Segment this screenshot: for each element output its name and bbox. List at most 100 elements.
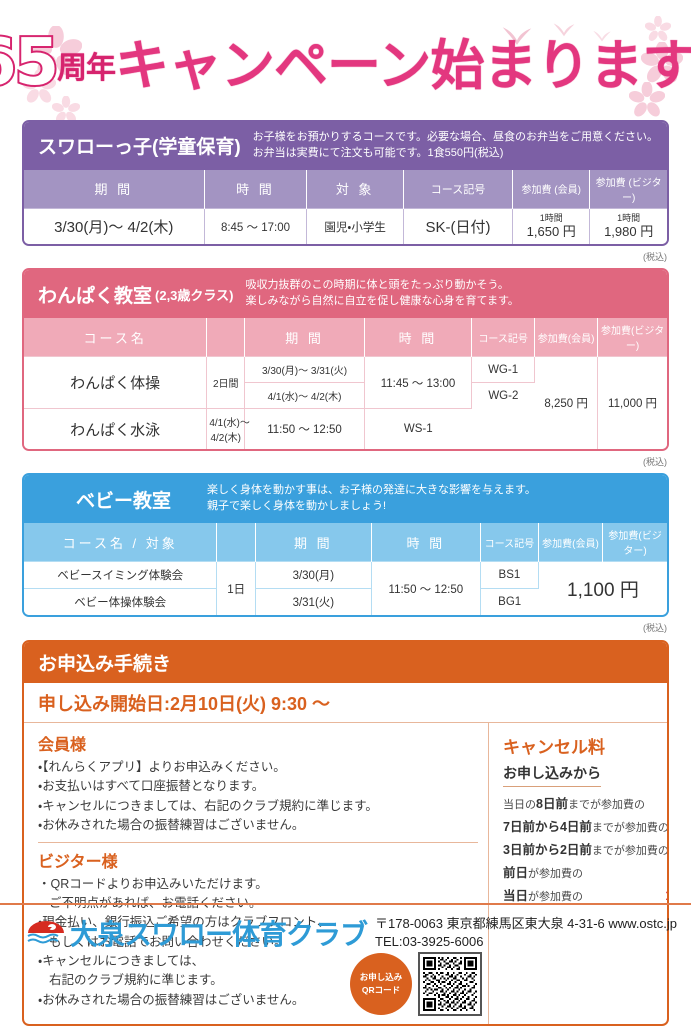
qr-badge-line2: QRコード <box>361 985 401 996</box>
club-address: 〒178-0063 東京都練馬区東大泉 4-31-6 www.ostc.jp <box>375 916 677 932</box>
col-code: コース記号 <box>480 523 539 562</box>
cell-course-name: ベビー体操体験会 <box>24 588 218 616</box>
col-code: コース記号 <box>403 169 514 209</box>
cell-time: 8:45 〜 17:00 <box>204 207 308 245</box>
card-description: お子様をお預かりするコースです。必要な場合、昼食のお弁当をご用意ください。 お弁… <box>251 122 667 170</box>
label-post: が参加費の <box>528 868 584 881</box>
list-item: もしくはお電話でお問い合わせください。 <box>38 933 478 952</box>
qr-code-icon[interactable] <box>418 952 482 1017</box>
col-period: 期 間 <box>24 169 205 209</box>
label-strong: 7日前から4日前 <box>503 820 592 835</box>
col-course-name: コース名 / 対象 <box>24 523 218 562</box>
col-visitor-fee: 参加費(ビジター) <box>597 318 667 357</box>
col-time: 時 間 <box>364 318 473 357</box>
cell-time: 11:50 〜 12:50 <box>244 408 365 450</box>
label-post: までが参加費の <box>591 822 669 835</box>
desc-line: 楽しみながら自然に自立を促し健康な心身を育てます。 <box>245 295 519 308</box>
cell-period: 4/1(水)〜 4/2(木) <box>244 382 365 409</box>
application-section: お申込み手続き 申し込み開始日:2月10日(火) 9:30 〜 会員様 ・【れん… <box>22 640 669 1026</box>
list-item: ・現金払い、銀行振込ご希望の方はクラブフロント、 <box>38 915 330 930</box>
cancellation-row: 前日が参加費の 90% <box>503 861 667 884</box>
cell-code: BG1 <box>480 588 539 616</box>
cancellation-subtitle: お申し込みから <box>503 763 601 788</box>
label-post: までが参加費の <box>591 845 669 858</box>
cancellation-label: 当日の8日前までが参加費の <box>503 794 667 815</box>
cell-member-fee: 8,250 円 <box>534 356 599 450</box>
desc-line: 親子で楽しく身体を動かしましょう! <box>207 500 387 513</box>
label-strong: 当日 <box>503 889 529 904</box>
table-header-row: 期 間 時 間 対 象 コース記号 参加費 (会員) 参加費 (ビジター) <box>24 169 667 209</box>
footer: 大泉スワロー体育クラブ 〒178-0063 東京都練馬区東大泉 4-31-6 w… <box>0 903 691 959</box>
col-days <box>216 523 256 562</box>
visitor-group-title: ビジター様 <box>38 853 118 871</box>
list-item: ・QRコードよりお申込みいただけます。 <box>38 876 268 891</box>
label-pre: 当日の <box>503 799 536 812</box>
table-row: わんぱく体操 2日間 3/30(月)〜 3/31(火) 11:45 〜 13:0… <box>24 356 667 450</box>
cell-period: 3/30(月) <box>255 561 372 589</box>
cell-period: 3/31(火) <box>255 588 372 616</box>
member-unit: 1時間 <box>539 212 563 223</box>
sakura-blossom-icon <box>22 70 56 104</box>
cancellation-label: 3日前から2日前までが参加費の <box>503 840 669 861</box>
table-header-row: コース名 期 間 時 間 コース記号 参加費(会員) 参加費(ビジター) <box>24 318 667 357</box>
bird-swallow-icon <box>592 28 612 48</box>
course-table-baby: コース名 / 対象 期 間 時 間 コース記号 参加費(会員) 参加費(ビジター… <box>24 523 667 616</box>
sakura-blossom-icon <box>629 82 665 118</box>
table-row: わんぱく水泳 4/1(水)〜 4/2(木) 11:50 〜 12:50 WS-1 <box>24 408 667 450</box>
cell-course-name: わんぱく水泳 <box>24 408 208 450</box>
page-title: 65周年キャンペーン始まります! <box>0 21 691 102</box>
table-row: 4/1(水)〜 4/2(木) WG-2 <box>24 382 667 409</box>
desc-line: お弁当は実費にて注文も可能です。1食550円(税込) <box>252 146 504 159</box>
cell-code: BS1 <box>480 561 539 589</box>
cell-visitor-fee: 1時間 1,980 円 <box>589 207 667 245</box>
qr-badge: お申し込み QRコード <box>350 953 412 1016</box>
hero-header: 65周年キャンペーン始まります! <box>0 0 691 120</box>
hero-suffix: 周年 <box>57 50 116 86</box>
col-time: 時 間 <box>371 523 482 562</box>
cell-course-name: わんぱく体操 <box>24 356 208 409</box>
table-header-row: コース名 / 対象 期 間 時 間 コース記号 参加費(会員) 参加費(ビジター… <box>24 523 667 562</box>
club-name: 大泉スワロー体育クラブ <box>70 919 368 950</box>
card-title: ベビー教室 <box>76 490 172 512</box>
list-item: ・お支払いはすべて口座振替となります。 <box>38 779 265 794</box>
cancellation-title: キャンセル料 <box>503 738 605 758</box>
col-code: コース記号 <box>471 318 536 357</box>
visitor-unit: 1時間 <box>617 212 641 223</box>
cancellation-percent: 100% <box>665 884 667 907</box>
card-description: 楽しく身体を動かす事は、お子様の発達に大きな影響を与えます。 親子で楽しく身体を… <box>205 475 667 523</box>
col-visitor-fee: 参加費(ビジター) <box>602 523 667 562</box>
col-course-name: コース名 <box>24 318 208 357</box>
application-body: 会員様 ・【れんらくアプリ】よりお申込みください。 ・お支払いはすべて口座振替と… <box>24 723 669 1025</box>
sakura-blossom-icon <box>645 16 671 42</box>
card-header: ベビー教室 楽しく身体を動かす事は、お子様の発達に大きな影響を与えます。 親子で… <box>24 475 667 524</box>
col-member-fee: 参加費 (会員) <box>512 169 591 209</box>
cell-period: 3/30(月)〜 4/2(木) <box>24 207 205 245</box>
list-item-cont: ご不明点があれば、お電話ください。 <box>49 895 262 910</box>
hero-number: 65 <box>0 24 61 102</box>
bird-swallow-icon <box>500 24 534 51</box>
card-title: スワローっ子(学童保育) <box>38 137 241 159</box>
col-member-fee: 参加費(会員) <box>538 523 604 562</box>
cell-code: WS-1 <box>364 408 472 450</box>
club-tel: TEL:03-3925-6006 <box>375 934 484 949</box>
visitor-amount: 1,980 円 <box>604 223 654 239</box>
cell-time: 11:50 〜 12:50 <box>371 561 482 616</box>
application-header: お申込み手続き <box>24 642 667 684</box>
label-strong: 8日前 <box>536 797 568 812</box>
cell-target: 園児・小学生 <box>306 207 404 245</box>
member-amount: 1,650 円 <box>526 223 576 239</box>
cell-code: SK-(日付) <box>403 207 514 245</box>
list-item: ご不明点があれば、お電話ください。 <box>38 894 478 913</box>
member-bullets: ・【れんらくアプリ】よりお申込みください。 ・お支払いはすべて口座振替となります… <box>38 758 478 836</box>
cell-period: 3/30(月)〜 3/31(火) <box>244 356 365 383</box>
col-visitor-fee: 参加費 (ビジター) <box>589 169 667 209</box>
club-contact: 〒178-0063 東京都練馬区東大泉 4-31-6 www.ostc.jp T… <box>375 915 677 950</box>
desc-line: 楽しく身体を動かす事は、お子様の発達に大きな影響を与えます。 <box>207 484 536 497</box>
cell-code: WG-1 <box>471 356 536 383</box>
table-row: ベビー体操体験会 3/31(火) BG1 <box>24 588 667 616</box>
course-table-gakudo: 期 間 時 間 対 象 コース記号 参加費 (会員) 参加費 (ビジター) 3/… <box>24 169 667 245</box>
list-item: ・キャンセルにつきましては、右記のクラブ規約に準じます。 <box>38 798 378 813</box>
card-description: 吸収力抜群のこの時期に体と頭をたっぷり動かそう。 楽しみながら自然に自立を促し健… <box>244 270 668 318</box>
card-title-main: わんぱく教室 <box>38 285 153 307</box>
